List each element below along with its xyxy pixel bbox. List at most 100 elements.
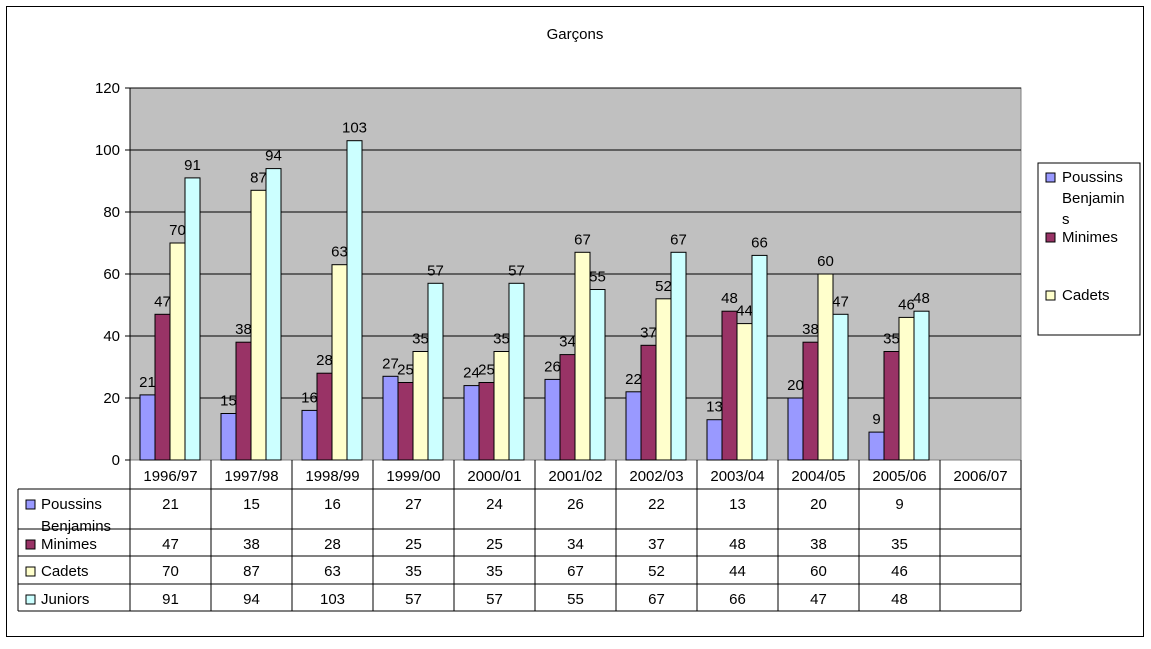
- y-tick-label: 120: [95, 80, 120, 97]
- table-cell-value: 66: [729, 591, 746, 608]
- bar: [898, 316, 915, 461]
- bar: [493, 351, 510, 461]
- bar: [235, 341, 252, 461]
- data-label: 25: [478, 362, 495, 379]
- table-series-label: Poussins: [41, 496, 102, 513]
- table-cell-value: 26: [567, 496, 584, 513]
- data-label: 67: [670, 231, 687, 248]
- table-cell-value: 20: [810, 496, 827, 513]
- y-tick-label: 40: [103, 328, 120, 345]
- table-cell-value: 25: [486, 536, 503, 553]
- table-cell-value: 57: [486, 591, 503, 608]
- bar: [250, 189, 267, 461]
- data-label: 94: [265, 148, 282, 165]
- bar: [169, 242, 186, 461]
- x-category-label: 2004/05: [791, 468, 845, 485]
- bar: [574, 251, 591, 461]
- bar: [868, 431, 885, 461]
- bar: [721, 310, 738, 461]
- table-cell-value: 13: [729, 496, 746, 513]
- table-cell-value: 24: [486, 496, 503, 513]
- table-cell-value: 34: [567, 536, 584, 553]
- bar: [220, 413, 237, 461]
- table-cell-value: 38: [243, 536, 260, 553]
- table-cell-value: 67: [567, 563, 584, 580]
- bar: [832, 313, 849, 461]
- bar: [346, 140, 363, 461]
- bar: [670, 251, 687, 461]
- table-series-label: Benjamins: [41, 518, 111, 535]
- table-cell-value: 67: [648, 591, 665, 608]
- data-label: 52: [655, 278, 672, 295]
- x-category-label: 1996/97: [143, 468, 197, 485]
- bar: [655, 298, 672, 461]
- data-label: 48: [721, 290, 738, 307]
- bar: [301, 409, 318, 461]
- table-cell-value: 35: [405, 563, 422, 580]
- table-cell-value: 27: [405, 496, 422, 513]
- legend-key: [1045, 172, 1056, 183]
- table-cell-value: 28: [324, 536, 341, 553]
- table-cell-value: 22: [648, 496, 665, 513]
- legend-label: s: [1062, 211, 1070, 228]
- table-cell-value: 48: [729, 536, 746, 553]
- bar: [478, 382, 495, 461]
- x-category-label: 2000/01: [467, 468, 521, 485]
- legend-label: Cadets: [1062, 287, 1110, 304]
- table-series-label: Cadets: [41, 563, 89, 580]
- bar: [412, 351, 429, 461]
- legend-label: Benjamin: [1062, 190, 1125, 207]
- table-cell-value: 91: [162, 591, 179, 608]
- data-label: 13: [706, 399, 723, 416]
- table-cell-value: 55: [567, 591, 584, 608]
- bar: [640, 344, 657, 461]
- data-label: 103: [342, 120, 367, 137]
- table-cell-value: 16: [324, 496, 341, 513]
- data-label: 48: [913, 290, 930, 307]
- bar: [589, 289, 606, 461]
- data-label: 55: [589, 269, 606, 286]
- table-cell-value: 48: [891, 591, 908, 608]
- table-cell-value: 103: [320, 591, 345, 608]
- table-cell-value: 15: [243, 496, 260, 513]
- data-label: 20: [787, 377, 804, 394]
- data-label: 46: [898, 296, 915, 313]
- table-legend-key: [25, 566, 36, 577]
- data-label: 35: [883, 331, 900, 348]
- table-cell-value: 25: [405, 536, 422, 553]
- bar: [139, 394, 156, 461]
- bar: [508, 282, 525, 461]
- x-category-label: 1997/98: [224, 468, 278, 485]
- data-label: 91: [184, 157, 201, 174]
- y-tick-label: 0: [112, 452, 120, 469]
- x-category-label: 1998/99: [305, 468, 359, 485]
- table-cell-value: 38: [810, 536, 827, 553]
- data-label: 34: [559, 334, 576, 351]
- bar: [265, 168, 282, 461]
- data-label: 44: [736, 303, 753, 320]
- data-label: 38: [235, 321, 252, 338]
- table-cell-value: 37: [648, 536, 665, 553]
- data-label: 24: [463, 365, 480, 382]
- bar: [463, 385, 480, 461]
- data-label: 47: [832, 293, 849, 310]
- bar: [154, 313, 171, 461]
- table-cell-value: 70: [162, 563, 179, 580]
- legend-label: Poussins: [1062, 169, 1123, 186]
- y-tick-label: 20: [103, 390, 120, 407]
- table-cell-value: 35: [486, 563, 503, 580]
- bar: [316, 372, 333, 461]
- table-cell-value: 47: [810, 591, 827, 608]
- bar: [427, 282, 444, 461]
- table-legend-key: [25, 594, 36, 605]
- bar: [736, 323, 753, 461]
- data-label: 66: [751, 234, 768, 251]
- bar: [913, 310, 930, 461]
- x-category-label: 2005/06: [872, 468, 926, 485]
- table-cell-value: 47: [162, 536, 179, 553]
- table-series-label: Minimes: [41, 536, 97, 553]
- x-category-label: 1999/00: [386, 468, 440, 485]
- table-cell-value: 9: [895, 496, 903, 513]
